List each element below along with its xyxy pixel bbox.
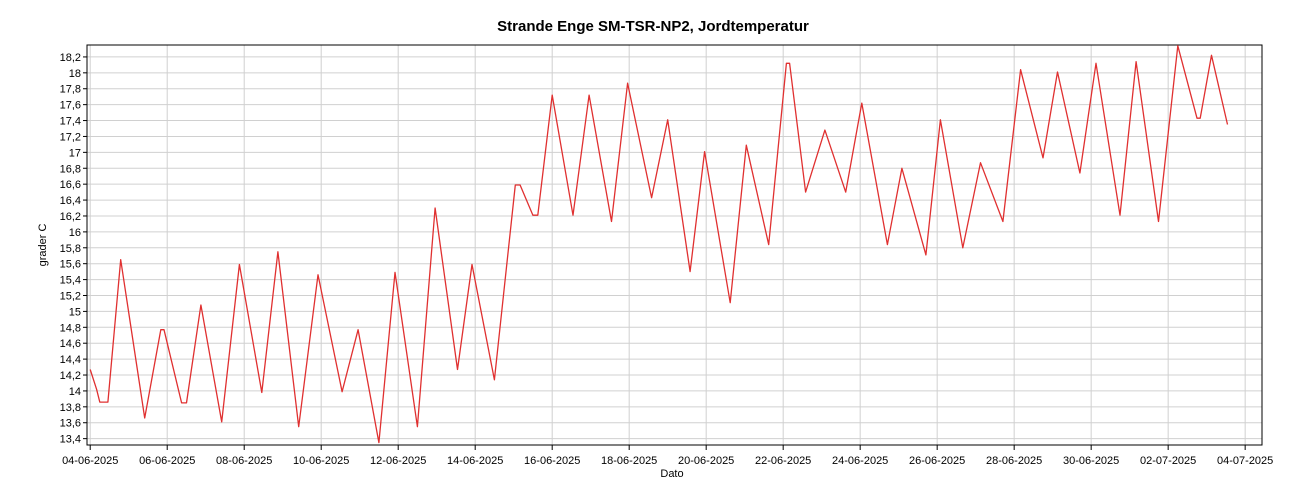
y-tick-label: 18 [69, 68, 81, 80]
x-tick-label: 04-07-2025 [1217, 455, 1273, 467]
y-tick-label: 14,6 [60, 338, 81, 350]
x-tick-label: 22-06-2025 [755, 455, 811, 467]
y-tick-label: 17,4 [60, 116, 81, 128]
y-tick-label: 17,8 [60, 84, 81, 96]
y-tick-label: 18,2 [60, 52, 81, 64]
plot-frame [86, 44, 1263, 446]
y-tick-label: 13,6 [60, 418, 81, 430]
data-line [89, 45, 1229, 444]
x-tick-label: 26-06-2025 [909, 455, 965, 467]
x-tick-label: 08-06-2025 [216, 455, 272, 467]
y-tick-label: 17,6 [60, 100, 81, 112]
y-axis-label: grader C [37, 224, 49, 267]
x-tick-label: 14-06-2025 [447, 455, 503, 467]
x-tick-label: 28-06-2025 [986, 455, 1042, 467]
y-tick-label: 16 [69, 227, 81, 239]
y-tick-label: 17 [69, 147, 81, 159]
x-tick-label: 10-06-2025 [293, 455, 349, 467]
y-tick-label: 14 [69, 386, 81, 398]
x-tick-label: 06-06-2025 [139, 455, 195, 467]
y-tick-label: 17,2 [60, 131, 81, 143]
y-tick-label: 14,4 [60, 354, 81, 366]
y-tick-label: 16,8 [60, 163, 81, 175]
y-tick-label: 14,8 [60, 322, 81, 334]
x-tick-label: 30-06-2025 [1063, 455, 1119, 467]
y-tick-label: 13,4 [60, 434, 81, 446]
x-axis-label: Dato [660, 468, 683, 480]
y-tick-label: 16,6 [60, 179, 81, 191]
chart-title: Strande Enge SM-TSR-NP2, Jordtemperatur [497, 18, 809, 35]
y-tick-label: 15 [69, 306, 81, 318]
x-tick-label: 20-06-2025 [678, 455, 734, 467]
y-tick-label: 16,4 [60, 195, 81, 207]
y-tick-label: 16,2 [60, 211, 81, 223]
x-tick-label: 18-06-2025 [601, 455, 657, 467]
y-tick-label: 15,4 [60, 275, 81, 287]
y-tick-label: 15,6 [60, 259, 81, 271]
x-tick-label: 02-07-2025 [1140, 455, 1196, 467]
x-tick-label: 24-06-2025 [832, 455, 888, 467]
y-tick-label: 15,2 [60, 290, 81, 302]
x-tick-label: 04-06-2025 [62, 455, 118, 467]
x-tick-label: 16-06-2025 [524, 455, 580, 467]
x-tick-label: 12-06-2025 [370, 455, 426, 467]
y-tick-label: 15,8 [60, 243, 81, 255]
y-tick-label: 13,8 [60, 402, 81, 414]
y-tick-label: 14,2 [60, 370, 81, 382]
